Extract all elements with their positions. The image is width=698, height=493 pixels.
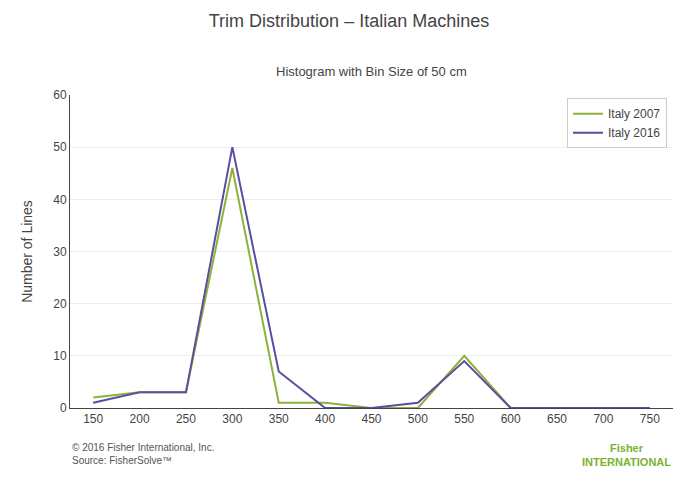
svg-text:60: 60 (53, 88, 67, 102)
svg-text:400: 400 (315, 412, 335, 426)
svg-text:550: 550 (454, 412, 474, 426)
svg-text:Trim Distribution – Italian Ma: Trim Distribution – Italian Machines (209, 11, 489, 31)
svg-text:10: 10 (53, 349, 67, 363)
svg-text:0: 0 (60, 401, 67, 415)
svg-text:650: 650 (547, 412, 567, 426)
svg-text:Italy 2007: Italy 2007 (608, 107, 660, 121)
svg-text:500: 500 (408, 412, 428, 426)
svg-text:FisherINTERNATIONAL: FisherINTERNATIONAL (582, 442, 671, 468)
svg-text:30: 30 (53, 245, 67, 259)
svg-text:50: 50 (53, 140, 67, 154)
svg-text:© 2016 Fisher International, I: © 2016 Fisher International, Inc.Source:… (72, 442, 214, 466)
svg-text:600: 600 (501, 412, 521, 426)
svg-text:250: 250 (176, 412, 196, 426)
svg-text:350: 350 (269, 412, 289, 426)
svg-text:700: 700 (593, 412, 613, 426)
svg-text:40: 40 (53, 193, 67, 207)
svg-text:200: 200 (130, 412, 150, 426)
svg-text:750: 750 (640, 412, 660, 426)
svg-text:Number of Lines: Number of Lines (19, 200, 35, 303)
svg-text:150: 150 (83, 412, 103, 426)
svg-text:Histogram with Bin Size of 50: Histogram with Bin Size of 50 cm (276, 64, 467, 79)
svg-text:300: 300 (222, 412, 242, 426)
svg-text:20: 20 (53, 297, 67, 311)
svg-text:450: 450 (361, 412, 381, 426)
svg-text:Italy 2016: Italy 2016 (608, 126, 660, 140)
